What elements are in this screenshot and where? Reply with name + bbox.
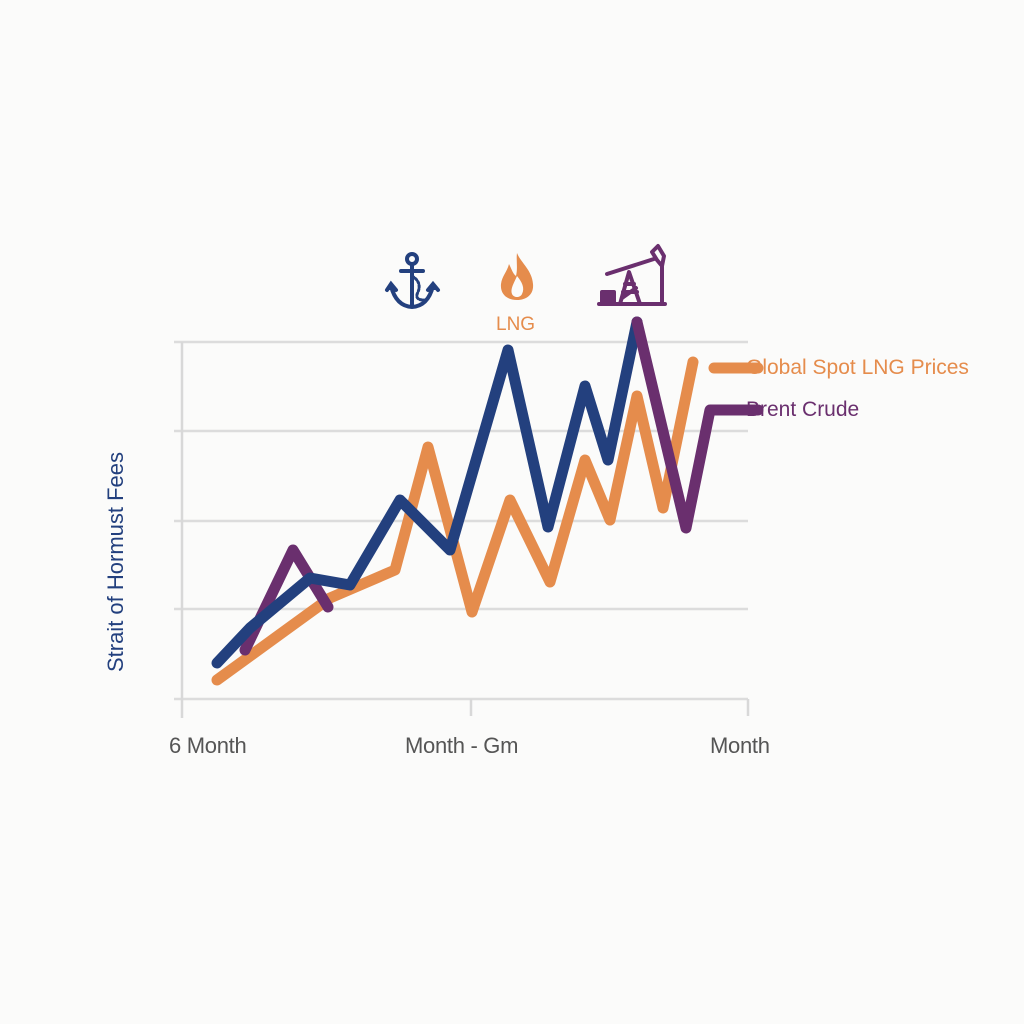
axes (180, 342, 750, 718)
lng-icon-label: LNG (496, 314, 536, 335)
legend-brent-label: Brent Crude (746, 398, 860, 421)
x-tick-month: Month (710, 733, 770, 758)
x-tick-6-month: 6 Month (169, 733, 247, 758)
legend-lng-label: Global Spot LNG Prices (746, 356, 969, 379)
series-hormuz-line (211, 316, 643, 669)
series-lng-line (211, 356, 699, 686)
oil-pump-icon (597, 244, 667, 306)
x-tick-month-gm: Month - Gm (405, 733, 519, 758)
anchor-icon (385, 252, 440, 310)
series-brent-line-late (631, 316, 764, 534)
y-axis-title: Strait of Hormust Fees (103, 451, 128, 673)
flame-icon (500, 253, 534, 300)
